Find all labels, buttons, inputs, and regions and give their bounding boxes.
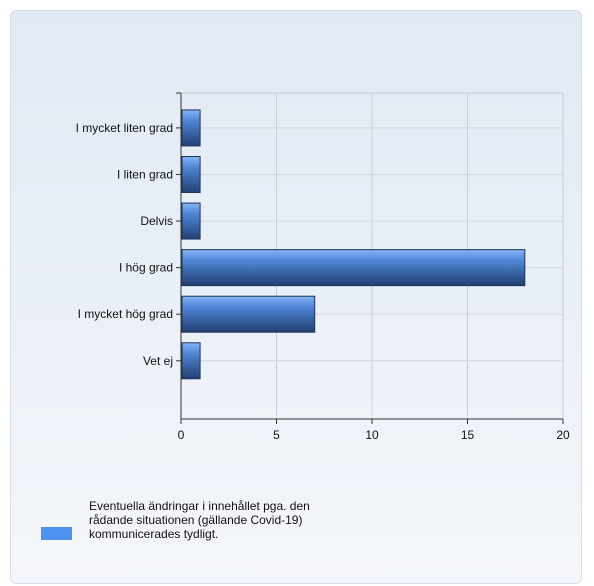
category-label: I mycket liten grad bbox=[76, 121, 173, 135]
legend-swatch bbox=[41, 527, 72, 540]
x-tick-label: 15 bbox=[461, 428, 475, 442]
x-tick-label: 10 bbox=[365, 428, 379, 442]
category-label: Vet ej bbox=[143, 354, 173, 368]
category-label: I mycket hög grad bbox=[78, 307, 173, 321]
x-tick-label: 0 bbox=[178, 428, 185, 442]
x-tick-label: 20 bbox=[556, 428, 570, 442]
category-label: Delvis bbox=[140, 214, 173, 228]
bars bbox=[181, 109, 526, 380]
legend: Eventuella ändringar i innehållet pga. d… bbox=[41, 489, 331, 559]
axes bbox=[176, 92, 564, 424]
bar bbox=[181, 295, 316, 333]
bar bbox=[181, 109, 201, 147]
axis-labels: 0 5 10 15 20 I mycket liten grad I liten grad D… bbox=[76, 121, 570, 442]
category-label: I liten grad bbox=[117, 168, 173, 182]
bar bbox=[181, 156, 201, 193]
bar-chart: 0 5 10 15 20 I mycket liten grad I liten grad D… bbox=[76, 92, 570, 442]
grid-lines bbox=[181, 92, 564, 419]
category-label: I hög grad bbox=[119, 261, 173, 275]
legend-label: Eventuella ändringar i innehållet pga. d… bbox=[89, 499, 310, 541]
bar bbox=[181, 342, 201, 380]
chart-panel: 0 5 10 15 20 I mycket liten grad I liten grad D… bbox=[10, 10, 582, 584]
bar bbox=[181, 202, 201, 240]
bar bbox=[181, 249, 526, 287]
x-tick-label: 5 bbox=[273, 428, 280, 442]
